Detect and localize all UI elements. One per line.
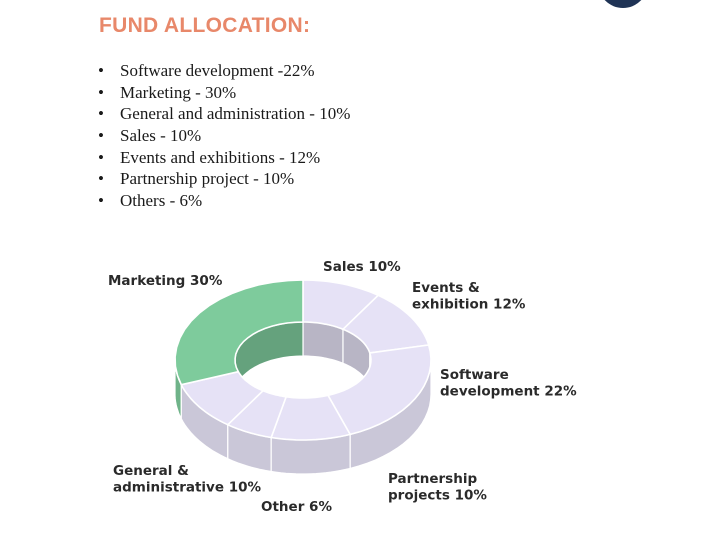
list-item: • Marketing - 30%: [98, 82, 350, 104]
bullet-icon: •: [98, 191, 104, 211]
slice-label-line: Software: [440, 367, 509, 383]
list-item: • Partnership project - 10%: [98, 168, 350, 190]
slice-label: Software development 22%: [440, 367, 577, 400]
allocation-list: • Software development -22% • Marketing - …: [98, 60, 350, 212]
slice-label-line: Other 6%: [261, 499, 332, 515]
slice-label-line: exhibition 12%: [412, 297, 526, 313]
bullet-icon: •: [98, 104, 104, 124]
slice-label: Sales 10%: [323, 259, 401, 275]
slice-label-line: Sales 10%: [323, 259, 401, 275]
corner-badge: [598, 0, 648, 8]
slice-label: General & administrative 10%: [113, 463, 261, 496]
bullet-icon: •: [98, 61, 104, 80]
slice-label-line: projects 10%: [388, 488, 487, 504]
donut-slices: [174, 279, 432, 475]
bullet-icon: •: [98, 82, 104, 102]
slice-label: Other 6%: [261, 499, 332, 515]
list-item-text: Others - 6%: [120, 191, 203, 211]
slice-label-line: General &: [113, 463, 189, 479]
slice-6: [174, 279, 304, 386]
page-title: FUND ALLOCATION:: [99, 14, 311, 37]
bullet-icon: •: [98, 169, 104, 189]
slice-label-line: administrative 10%: [113, 480, 261, 496]
list-item-text: General and administration - 10%: [120, 104, 351, 124]
slice-label-line: Events &: [412, 280, 480, 296]
list-item: • Sales - 10%: [98, 125, 350, 147]
slice-label-line: Partnership: [388, 471, 477, 487]
list-item: • Others - 6%: [98, 190, 350, 212]
chart-labels: Sales 10% Events & exhibition 12% Software d…: [108, 259, 577, 515]
slice-label-line: Marketing 30%: [108, 273, 223, 289]
bullet-icon: •: [98, 126, 104, 146]
bullet-icon: •: [98, 147, 104, 167]
list-item: • General and administration - 10%: [98, 103, 350, 125]
slice-label-line: development 22%: [440, 384, 577, 400]
list-item-text: Marketing - 30%: [120, 82, 237, 102]
list-item-text: Partnership project - 10%: [120, 169, 295, 189]
slice-label: Events & exhibition 12%: [412, 280, 526, 313]
list-item: • Software development -22%: [98, 60, 350, 82]
slice-label: Partnership projects 10%: [388, 471, 487, 504]
list-item-text: Sales - 10%: [120, 126, 202, 146]
list-item: • Events and exhibitions - 12%: [98, 147, 350, 169]
list-item-text: Software development -22%: [120, 61, 315, 80]
slice-label: Marketing 30%: [108, 273, 223, 289]
donut-inner-wall: [302, 321, 344, 365]
list-item-text: Events and exhibitions - 12%: [120, 147, 321, 167]
